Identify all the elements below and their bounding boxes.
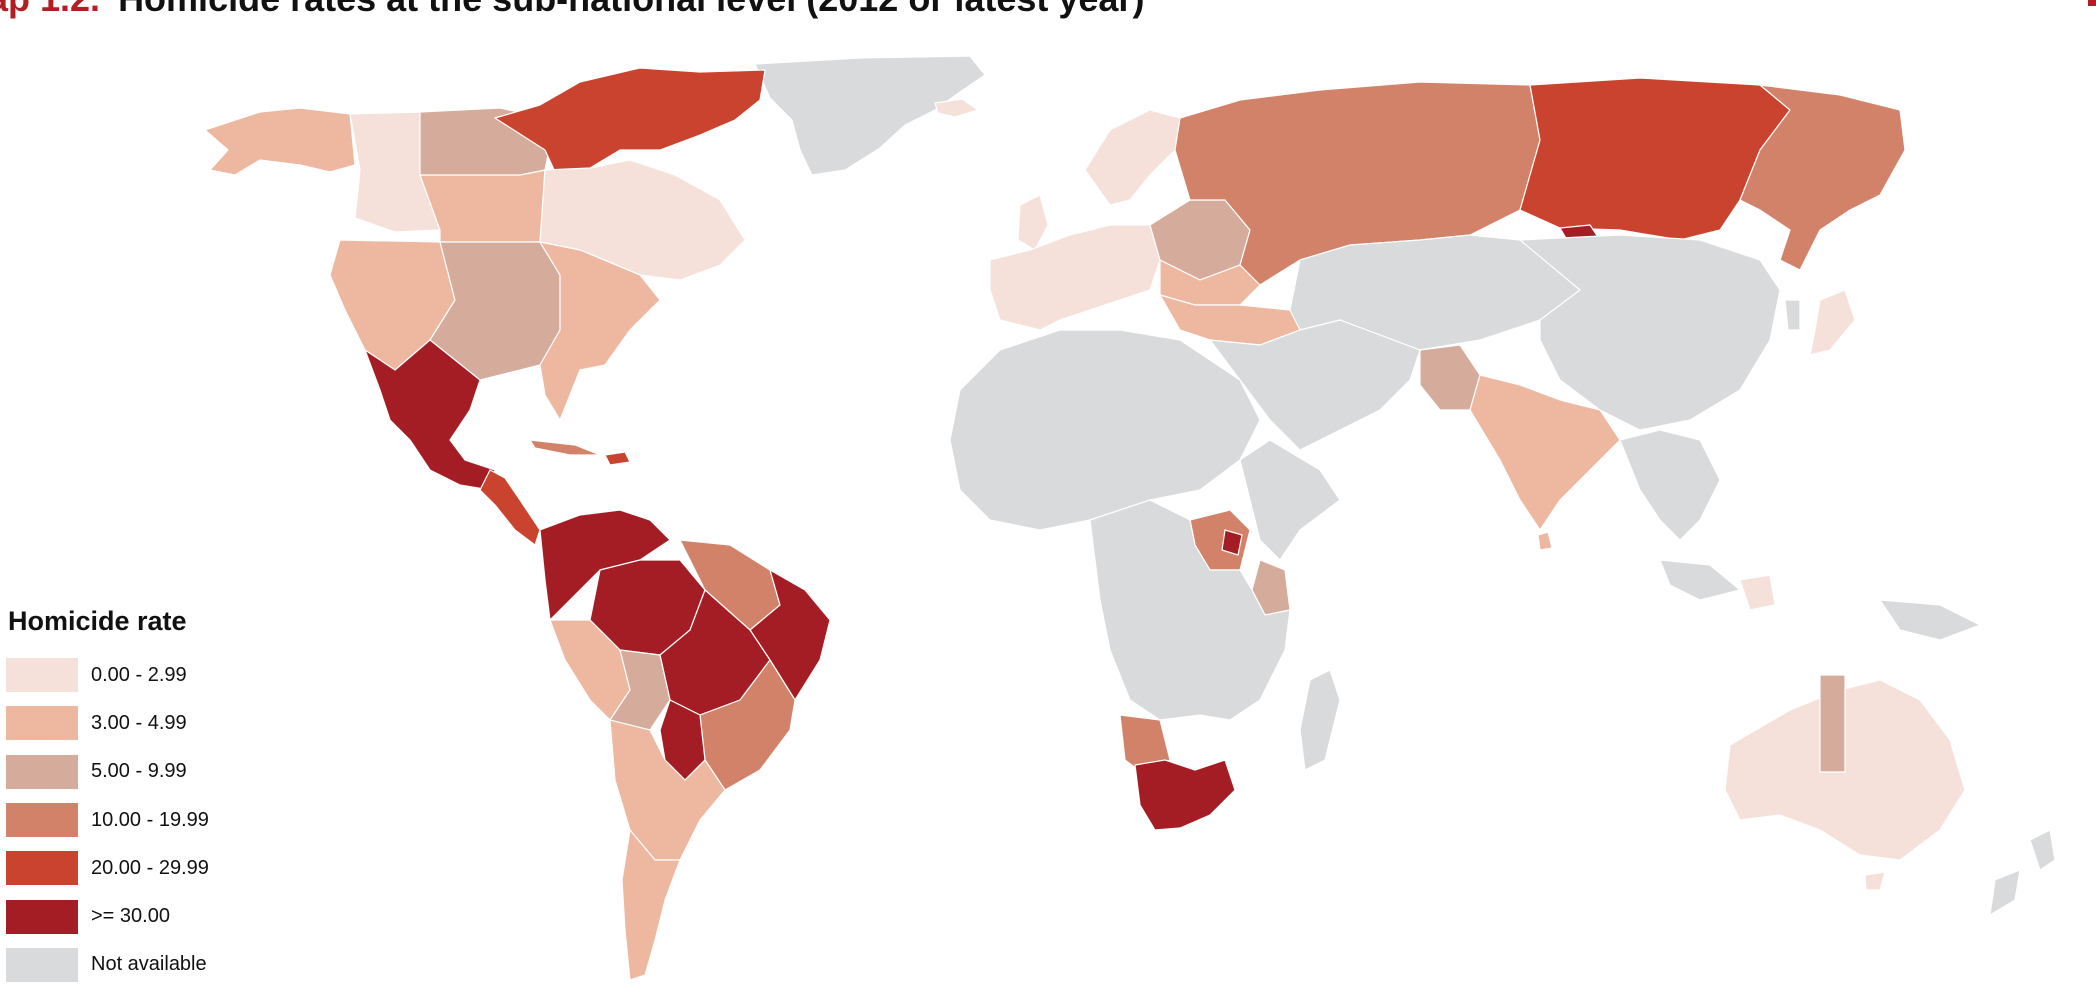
legend-swatch bbox=[6, 851, 78, 886]
region-borneo-regions bbox=[1739, 574, 1776, 611]
region-alaska bbox=[204, 107, 356, 176]
legend-label: >= 30.00 bbox=[91, 905, 170, 928]
region-japan bbox=[1809, 289, 1856, 356]
legend-label: 20.00 - 29.99 bbox=[91, 856, 209, 879]
legend-item: 10.00 - 19.99 bbox=[6, 796, 209, 844]
region-indonesia-west bbox=[1659, 559, 1741, 601]
legend-item: >= 30.00 bbox=[6, 892, 209, 940]
region-hispaniola bbox=[604, 451, 631, 466]
region-central-africa bbox=[1089, 499, 1291, 721]
region-sri-lanka bbox=[1537, 531, 1553, 551]
region-pakistan bbox=[1419, 344, 1481, 411]
region-mexico bbox=[364, 339, 496, 491]
legend-title: Homicide rate bbox=[8, 606, 187, 636]
region-scandinavia bbox=[1084, 109, 1181, 206]
region-madagascar bbox=[1299, 669, 1341, 771]
legend-swatch bbox=[6, 899, 78, 934]
legend-label: 5.00 - 9.99 bbox=[91, 760, 187, 783]
region-china-mongolia bbox=[1519, 234, 1781, 431]
legend-swatch bbox=[6, 803, 78, 838]
region-india bbox=[1469, 374, 1621, 531]
region-tasmania bbox=[1864, 871, 1886, 891]
legend-label: 0.00 - 2.99 bbox=[91, 663, 187, 686]
region-iceland bbox=[934, 98, 979, 118]
region-new-zealand bbox=[1989, 829, 2056, 916]
region-south-sudan-hotspot bbox=[1221, 529, 1243, 556]
legend: Homicide rate 0.00 - 2.99 3.00 - 4.99 5.… bbox=[6, 606, 209, 989]
region-northern-territory bbox=[1819, 674, 1846, 773]
legend-swatch bbox=[6, 706, 78, 741]
legend-swatch bbox=[6, 658, 78, 693]
legend-swatch bbox=[6, 947, 78, 982]
region-chile-argentina-north bbox=[609, 719, 726, 861]
edge-accent bbox=[2088, 0, 2096, 6]
legend-item: 0.00 - 2.99 bbox=[6, 651, 209, 699]
legend-label: 3.00 - 4.99 bbox=[91, 711, 187, 734]
legend-label: Not available bbox=[91, 953, 207, 976]
region-western-europe bbox=[989, 224, 1161, 331]
legend-swatch bbox=[6, 754, 78, 789]
region-canada-prairies bbox=[419, 169, 546, 243]
region-argentina-south bbox=[621, 829, 681, 981]
region-cuba bbox=[529, 439, 601, 456]
region-russia-far-east bbox=[1739, 84, 1906, 271]
map-number: ap 1.2. bbox=[0, 0, 100, 19]
region-russia-siberia bbox=[1519, 77, 1791, 241]
legend-label: 10.00 - 19.99 bbox=[91, 808, 209, 831]
region-north-africa bbox=[949, 329, 1261, 531]
map-title-text: Homicide rates at the sub-national level… bbox=[118, 0, 1144, 19]
legend-item: 3.00 - 4.99 bbox=[6, 699, 209, 747]
legend-item: Not available bbox=[6, 941, 209, 989]
region-central-america bbox=[479, 469, 541, 546]
legend-item: 20.00 - 29.99 bbox=[6, 844, 209, 892]
map-title: ap 1.2. Homicide rates at the sub-nationa… bbox=[0, 0, 1144, 20]
region-horn-of-africa bbox=[1239, 439, 1341, 561]
region-middle-east bbox=[1209, 319, 1421, 451]
region-korea bbox=[1784, 299, 1801, 331]
region-new-guinea bbox=[1879, 599, 1981, 641]
region-usa-east bbox=[539, 241, 661, 421]
region-southeast-asia bbox=[1619, 429, 1721, 541]
region-greenland bbox=[754, 55, 986, 176]
region-uk bbox=[1017, 194, 1049, 251]
region-south-africa bbox=[1134, 759, 1236, 831]
legend-item: 5.00 - 9.99 bbox=[6, 748, 209, 796]
